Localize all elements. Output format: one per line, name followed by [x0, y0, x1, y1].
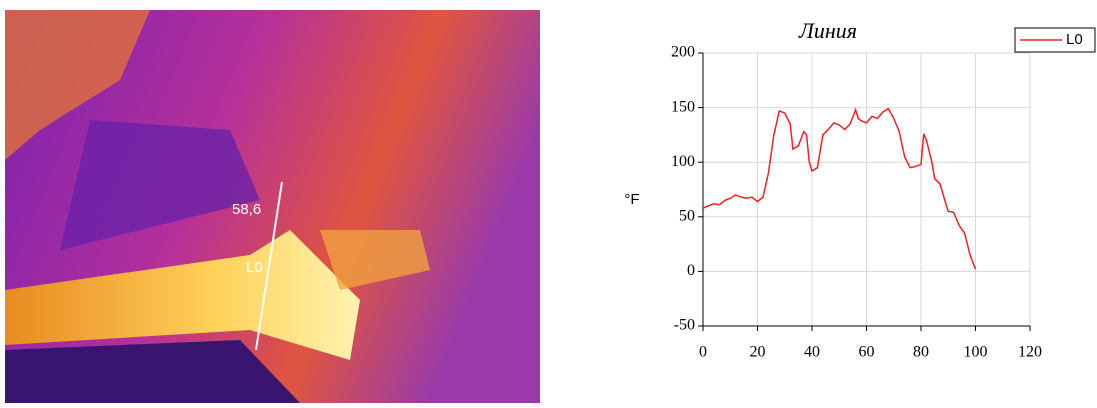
- y-tick-label: 100: [671, 153, 695, 170]
- x-tick-label: 120: [1018, 344, 1042, 361]
- y-tick-label: 50: [679, 207, 695, 224]
- chart-title: Линия: [798, 18, 857, 43]
- x-tick-label: 100: [964, 344, 988, 361]
- y-tick-label: 200: [671, 44, 695, 61]
- x-tick-label: 0: [699, 344, 707, 361]
- legend-label: L0: [1066, 31, 1083, 48]
- y-axis-label: °F: [624, 191, 639, 208]
- y-tick-label: -50: [674, 317, 695, 334]
- spot-label: 58,6: [232, 201, 261, 218]
- y-tick-label: 0: [687, 262, 695, 279]
- y-tick-label: 150: [671, 98, 695, 115]
- x-tick-label: 60: [859, 344, 875, 361]
- x-tick-label: 40: [804, 344, 820, 361]
- x-tick-label: 80: [913, 344, 929, 361]
- line-label: L0: [246, 259, 263, 276]
- data-line: [702, 107, 977, 270]
- thermal-image: 58,6 L0: [5, 10, 540, 403]
- x-tick-label: 20: [750, 344, 766, 361]
